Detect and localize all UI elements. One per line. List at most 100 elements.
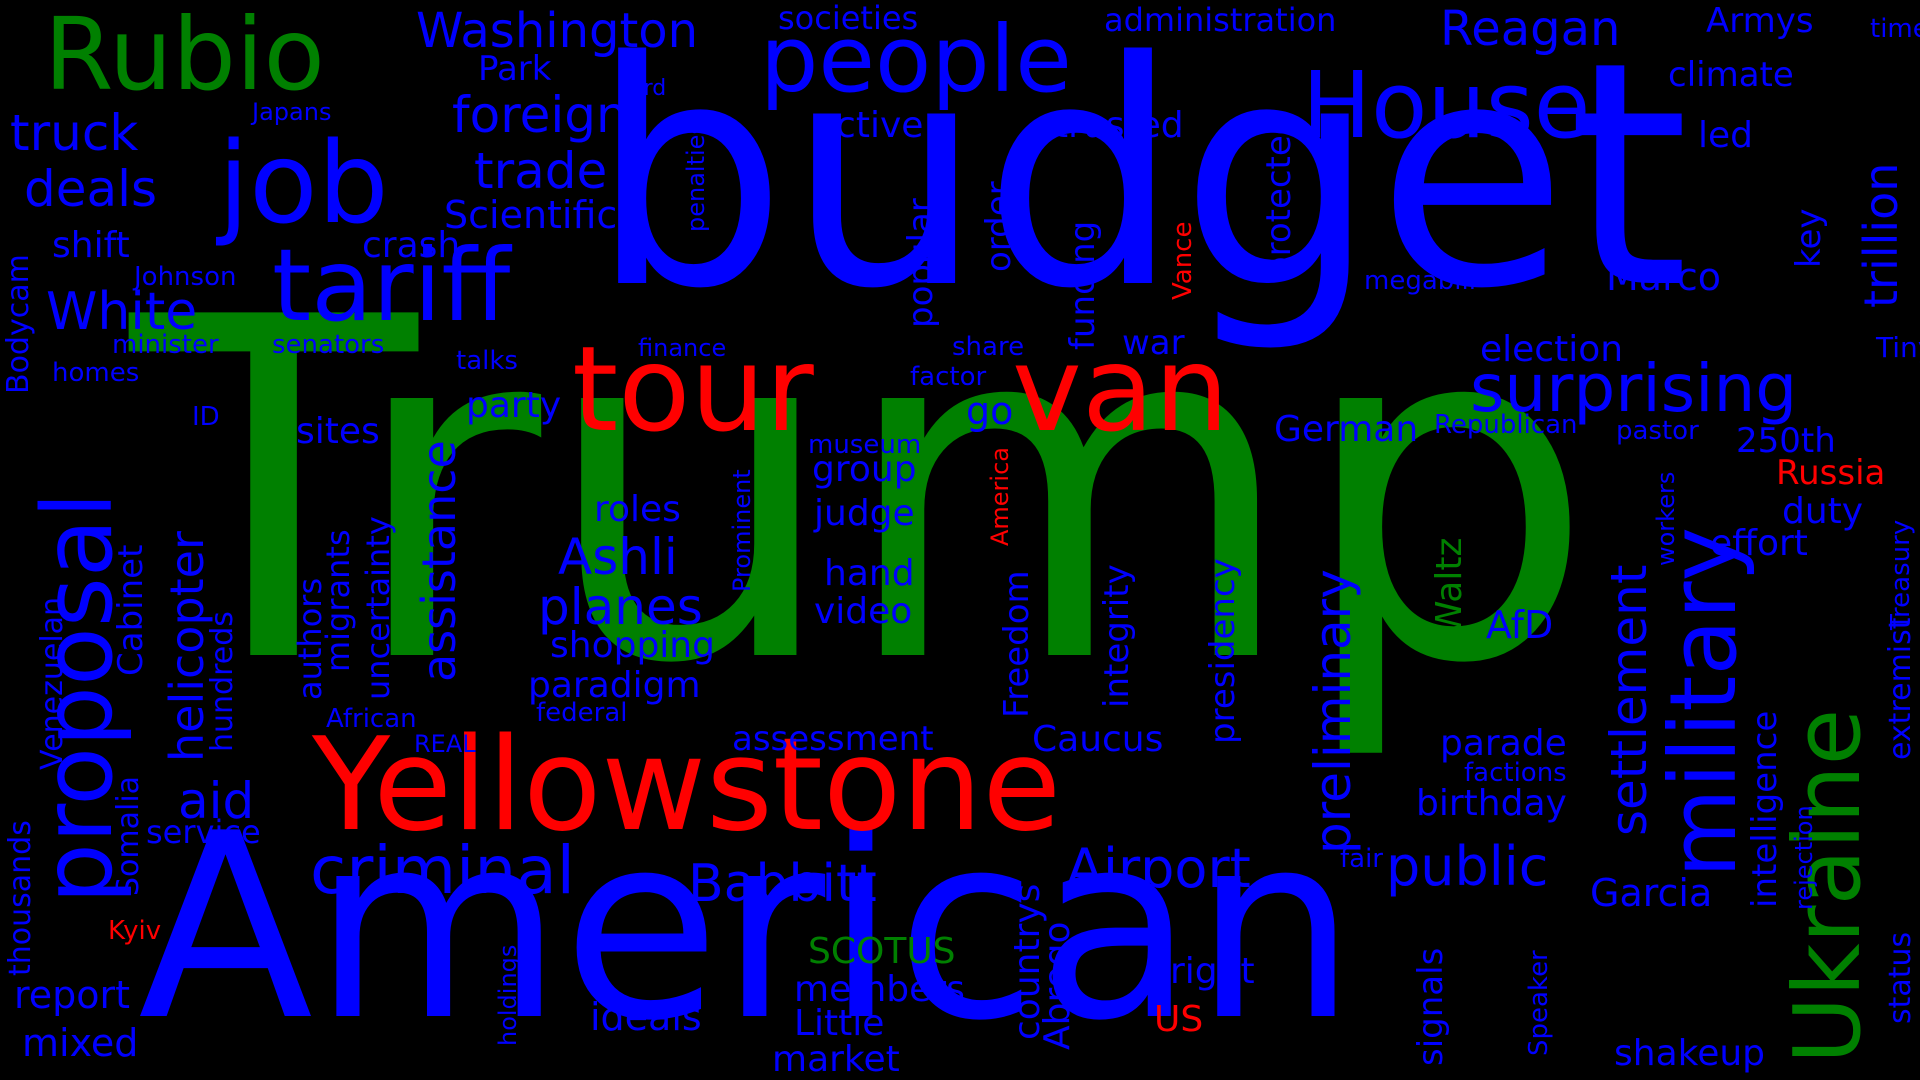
word-assistance: assistance (412, 440, 466, 682)
word-speaker: Speaker (1524, 950, 1554, 1056)
word-caucus: Caucus (1032, 719, 1164, 760)
word-little: Little (794, 1003, 885, 1044)
word-federal: federal (536, 698, 628, 728)
word-japans: Japans (252, 98, 332, 126)
word-park: Park (478, 49, 552, 89)
word-judge: judge (814, 493, 915, 534)
word-garcia: Garcia (1590, 871, 1713, 915)
word-pastor: pastor (1616, 416, 1699, 446)
word-cabinet: Cabinet (111, 544, 151, 676)
word-trump: Trump (130, 219, 1596, 766)
word-scotus: SCOTUS (808, 931, 956, 972)
word-tariff: tariff (272, 227, 511, 344)
word-holdings: holdings (494, 944, 522, 1046)
word-parade: parade (1440, 723, 1567, 764)
word-status: status (1883, 931, 1918, 1024)
word-armys: Armys (1706, 1, 1814, 41)
word-real: REAL (414, 730, 476, 758)
word-share: share (952, 332, 1025, 362)
word-duty: duty (1782, 491, 1864, 532)
word-washington: Washington (416, 3, 699, 59)
word-factions: factions (1464, 758, 1567, 788)
word-rubio: Rubio (44, 0, 325, 113)
word-migrants: migrants (319, 529, 357, 672)
word-card: card (618, 76, 667, 101)
word-paradigm: paradigm (528, 665, 701, 706)
word-right: right (1170, 951, 1255, 992)
word-funding: funding (1063, 220, 1103, 350)
word-planes: planes (538, 578, 703, 636)
word-freedom: Freedom (997, 570, 1037, 718)
word-reagan: Reagan (1440, 1, 1621, 57)
word-trillion: trillion (1854, 162, 1908, 308)
word-hand: hand (824, 553, 915, 594)
word-societies: societies (778, 0, 919, 37)
word-ashli: Ashli (558, 528, 678, 586)
word-budget: budget (590, 0, 1690, 357)
word-thousands: thousands (3, 820, 38, 976)
word-german: German (1274, 409, 1419, 450)
word-van: van (1012, 320, 1229, 458)
word-treasury: Treasury (1886, 519, 1916, 630)
word-members: members (794, 969, 965, 1010)
word-russia: Russia (1776, 453, 1886, 493)
word-military: military (1650, 526, 1757, 878)
word-airport: Airport (1066, 837, 1251, 900)
word-preliminary: preliminary (1304, 569, 1362, 854)
word-helicopter: helicopter (160, 531, 214, 762)
word-surprising: surprising (1470, 350, 1798, 427)
word-go: go (966, 389, 1014, 433)
word-popular: popular (901, 198, 941, 328)
word-party: party (466, 385, 562, 426)
word-truck: truck (10, 104, 139, 162)
word-republican: Republican (1434, 410, 1578, 440)
word-birthday: birthday (1416, 783, 1567, 824)
word-workers: workers (1652, 471, 1680, 566)
word-hundreds: hundreds (205, 611, 240, 752)
word-rejection: rejection (1790, 805, 1818, 910)
word-settlement: settlement (1600, 564, 1658, 836)
word-effort: effort (1710, 523, 1808, 564)
word-babbitt: Babbitt (688, 854, 877, 914)
word-scientific: Scientific (444, 193, 618, 237)
word-war: war (1122, 323, 1185, 363)
word-fair: fair (1340, 844, 1383, 874)
word-protected: protected (1259, 113, 1299, 278)
word-finance: finance (638, 334, 727, 362)
word-election: election (1480, 329, 1624, 370)
word-somalia: Somalia (111, 775, 146, 896)
word-job: job (218, 119, 389, 249)
word-talks: talks (456, 346, 518, 376)
word-american: American (138, 779, 1357, 1077)
word-shift: shift (52, 225, 130, 266)
word-integrity: integrity (1097, 564, 1137, 708)
word-waltz: Waltz (1429, 537, 1470, 636)
word-african: African (326, 704, 417, 734)
word-market: market (772, 1039, 900, 1080)
word-extremist: extremist (1883, 617, 1918, 760)
word-foreign: foreign (452, 86, 628, 144)
word-people: people (760, 6, 1072, 113)
word-shakeup: shakeup (1614, 1033, 1766, 1074)
word-roles: roles (594, 489, 681, 530)
word-presidency: presidency (1203, 558, 1243, 744)
word-signals: signals (1411, 947, 1451, 1066)
word-report: report (14, 973, 131, 1017)
word-administration: administration (1104, 1, 1337, 39)
word-id: ID (192, 402, 220, 432)
word-crash: crash (362, 225, 461, 266)
word-bodycam: Bodycam (1, 254, 36, 394)
word-america: America (986, 447, 1014, 546)
word-megabill: megabill (1364, 266, 1476, 296)
word-tour: tour (572, 320, 814, 458)
word-minister: minister (112, 330, 219, 360)
word-mixed: mixed (22, 1021, 139, 1065)
word-group: group (812, 449, 917, 490)
word-us: US (1154, 999, 1204, 1040)
word-deals: deals (24, 160, 158, 218)
word-intelligence: intelligence (1745, 710, 1785, 908)
word-penalties: penalties (682, 122, 710, 232)
word-order: order (979, 181, 1019, 272)
word-homes: homes (52, 358, 140, 388)
